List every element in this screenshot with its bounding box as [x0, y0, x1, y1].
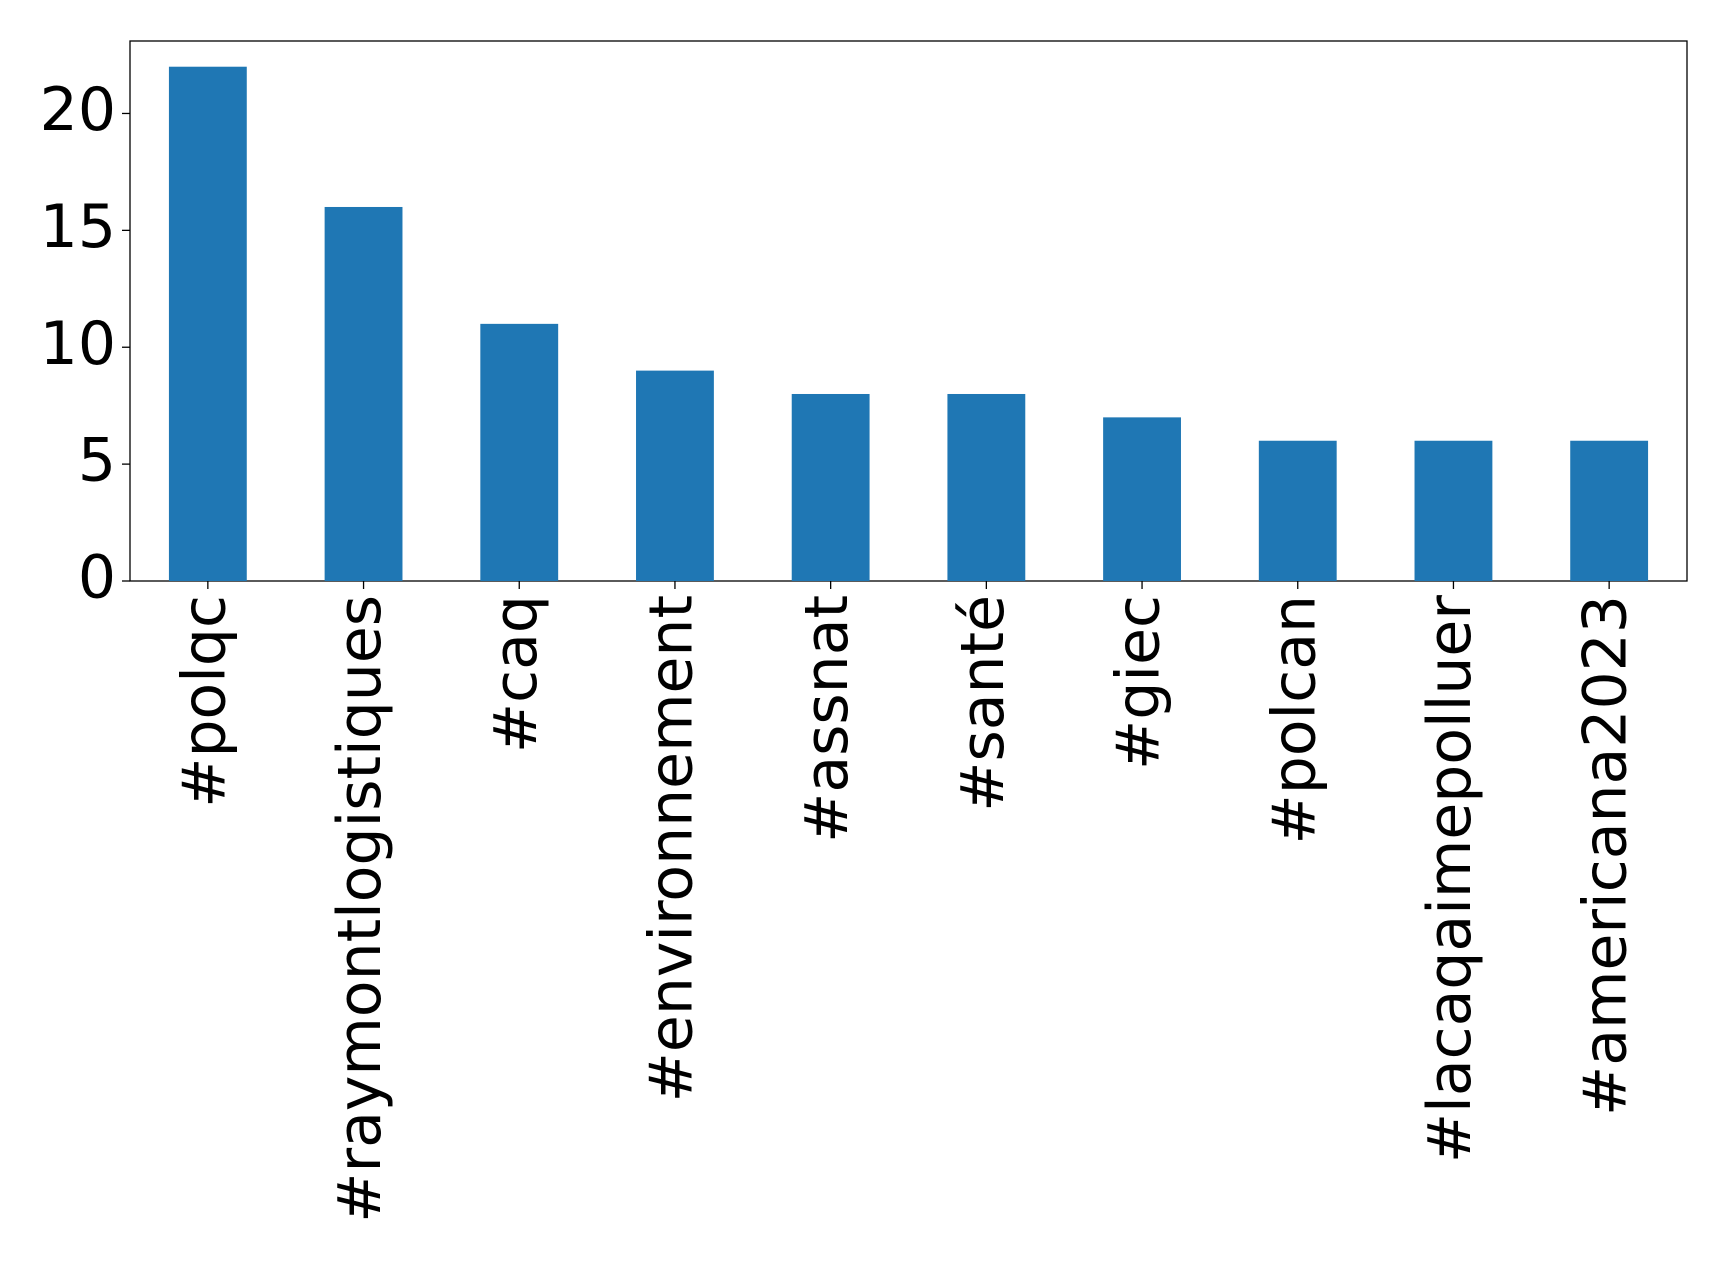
bar — [480, 323, 559, 581]
x-tick-label: #environnement — [637, 595, 707, 1102]
x-tick-label: #giec — [1104, 595, 1174, 770]
bar — [1103, 417, 1181, 581]
bar — [791, 393, 870, 581]
x-tick-label: #polcan — [1259, 595, 1329, 845]
x-tick-label: #assnat — [792, 595, 862, 843]
axes-frame — [129, 40, 1688, 582]
y-tick-label: 15 — [40, 192, 116, 262]
bar — [1414, 440, 1493, 581]
x-tick-label: #polqc — [169, 595, 239, 808]
y-tick-label: 10 — [40, 309, 116, 379]
bar — [947, 393, 1026, 581]
y-tick-label: 5 — [78, 426, 116, 496]
y-tick-label: 0 — [78, 543, 116, 613]
bar — [324, 206, 403, 581]
bar — [168, 66, 247, 581]
x-tick-label: #santé — [948, 595, 1018, 812]
bar — [1258, 440, 1337, 581]
x-tick-label: #caq — [481, 595, 551, 753]
y-tick-label: 20 — [40, 75, 116, 145]
bar — [636, 370, 714, 581]
x-tick-label: #lacaqaimepolluer — [1415, 595, 1485, 1163]
x-tick-label: #americana2023 — [1571, 595, 1641, 1116]
bar — [1570, 440, 1649, 581]
x-tick-label: #raymontlogistiques — [325, 595, 395, 1223]
